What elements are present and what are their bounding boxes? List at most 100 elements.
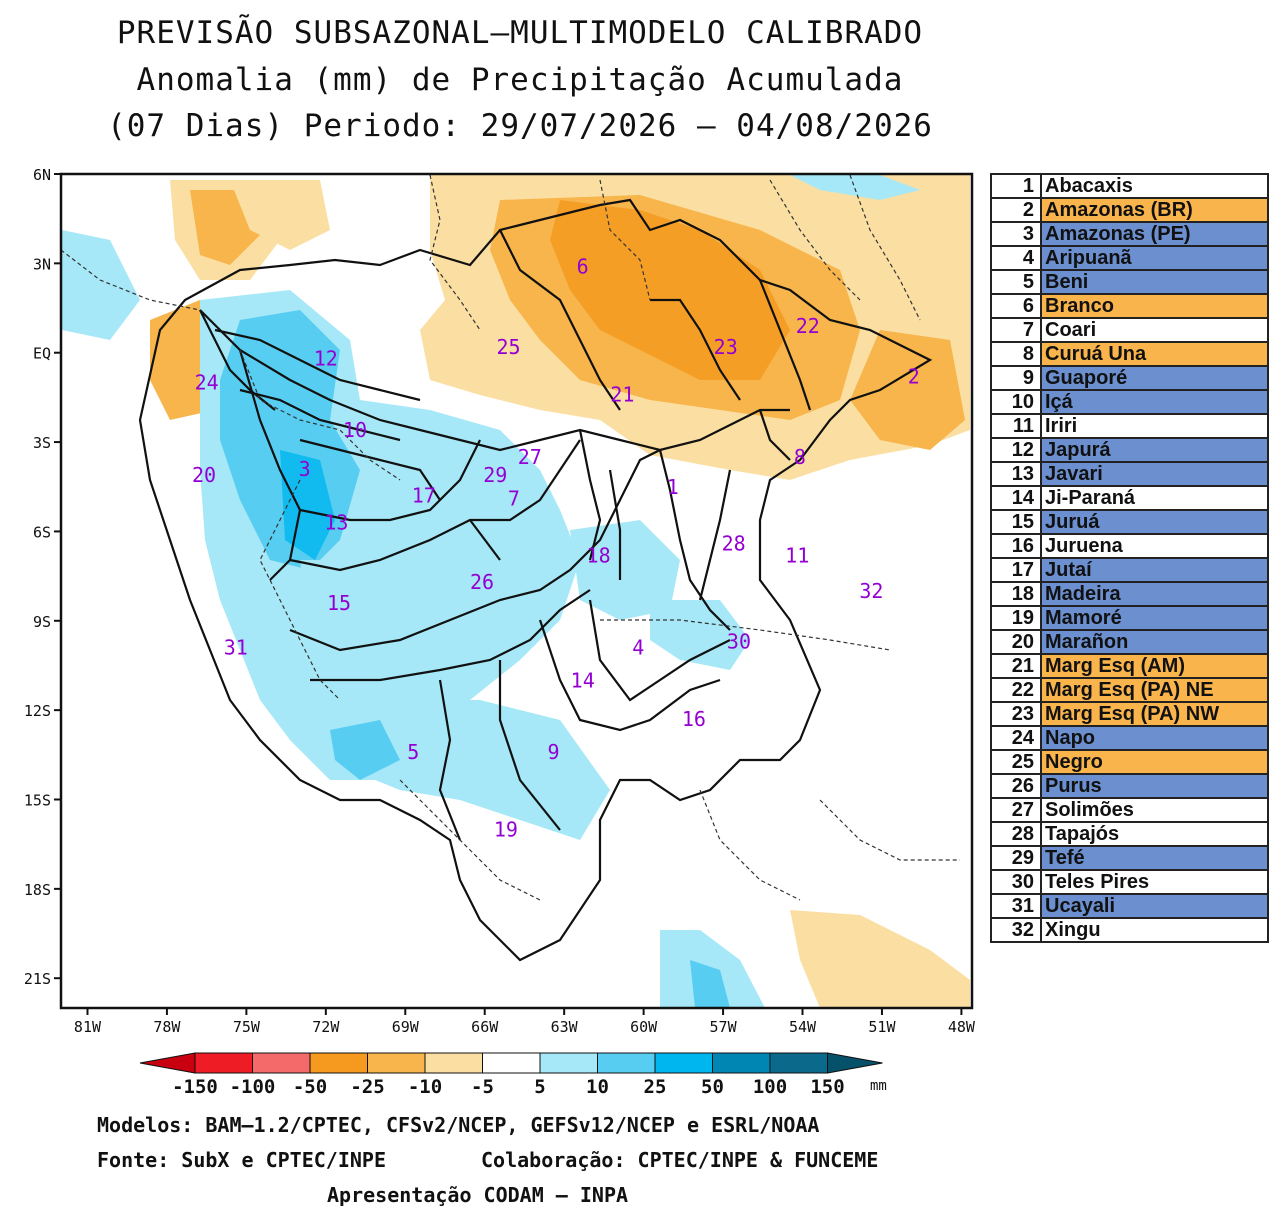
- basin-label: 14: [571, 668, 595, 692]
- legend-basin-name: Juruá: [1040, 509, 1269, 535]
- legend-number: 32: [990, 917, 1042, 943]
- colorbar-max-arrow: [827, 1052, 883, 1074]
- basin-label: 26: [470, 570, 494, 594]
- legend-row: 20 Marañon: [990, 629, 1269, 655]
- basin-label: 1: [667, 475, 679, 499]
- colorbar-label: -5: [471, 1076, 494, 1098]
- legend-basin-name: Solimões: [1040, 797, 1269, 823]
- basin-label: 18: [587, 543, 611, 567]
- legend-number: 26: [990, 773, 1042, 799]
- basin-label: 6: [577, 254, 589, 278]
- basin-label: 12: [314, 347, 338, 371]
- lon-tick-label: 66W: [471, 1018, 499, 1036]
- colorbar-label: 50: [701, 1076, 724, 1098]
- legend-number: 12: [990, 437, 1042, 463]
- legend-basin-name: Aripuanã: [1040, 245, 1269, 271]
- legend-basin-name: Ucayali: [1040, 893, 1269, 919]
- legend-number: 21: [990, 653, 1042, 679]
- basin-label: 10: [343, 418, 367, 442]
- basin-number-labels: 1234567891011121314151617181920212223242…: [192, 254, 920, 841]
- basin-label: 15: [327, 591, 351, 615]
- colorbar-min-arrow: [139, 1052, 196, 1074]
- lat-tick-label: 18S: [24, 881, 51, 899]
- legend-number: 20: [990, 629, 1042, 655]
- legend-row: 14 Ji-Paraná: [990, 485, 1269, 511]
- legend-row: 10 Içá: [990, 389, 1269, 415]
- colorbar-boxes: [139, 1052, 883, 1074]
- legend-basin-name: Marg Esq (PA) NE: [1040, 677, 1269, 703]
- legend-number: 30: [990, 869, 1042, 895]
- legend-row: 30 Teles Pires: [990, 869, 1269, 895]
- legend-basin-name: Japurá: [1040, 437, 1269, 463]
- legend-basin-name: Mamoré: [1040, 605, 1269, 631]
- legend-basin-name: Purus: [1040, 773, 1269, 799]
- legend-row: 2 Amazonas (BR): [990, 197, 1269, 223]
- legend-row: 12 Japurá: [990, 437, 1269, 463]
- legend-number: 3: [990, 221, 1042, 247]
- footer-source: Fonte: SubX e CPTEC/INPE: [97, 1148, 386, 1172]
- basin-label: 32: [859, 579, 883, 603]
- basin-boundaries: [138, 198, 933, 962]
- legend-row: 3 Amazonas (PE): [990, 221, 1269, 247]
- basin-label: 24: [195, 371, 219, 395]
- basin-label: 20: [192, 463, 216, 487]
- latitude-axis: 6N 3N EQ 3S 6S 9S 12S 15S 18S 21S: [24, 166, 61, 988]
- legend-basin-name: Amazonas (BR): [1040, 197, 1269, 223]
- legend-number: 23: [990, 701, 1042, 727]
- legend-basin-name: Juruena: [1040, 533, 1269, 559]
- basin-label: 13: [324, 510, 348, 534]
- legend-basin-name: Abacaxis: [1040, 173, 1269, 199]
- lon-tick-label: 48W: [948, 1018, 976, 1036]
- legend-row: 9 Guaporé: [990, 365, 1269, 391]
- legend-number: 10: [990, 389, 1042, 415]
- basin-label: 11: [785, 543, 809, 567]
- colorbar-box: [769, 1052, 828, 1074]
- colorbar-box: [252, 1052, 311, 1074]
- legend-number: 7: [990, 317, 1042, 343]
- legend-row: 18 Madeira: [990, 581, 1269, 607]
- legend-basin-name: Madeira: [1040, 581, 1269, 607]
- legend-number: 17: [990, 557, 1042, 583]
- legend-row: 11 Iriri: [990, 413, 1269, 439]
- lon-tick-label: 60W: [630, 1018, 658, 1036]
- legend-number: 8: [990, 341, 1042, 367]
- lon-tick-label: 81W: [74, 1018, 102, 1036]
- footer-presentation: Apresentação CODAM — INPA: [327, 1183, 629, 1207]
- basin-label: 29: [483, 463, 507, 487]
- legend-basin-name: Içá: [1040, 389, 1269, 415]
- basin-legend-table: 1 Abacaxis 2 Amazonas (BR) 3 Amazonas (PE) 4 Ar…: [990, 173, 1269, 943]
- legend-row: 31 Ucayali: [990, 893, 1269, 919]
- legend-number: 16: [990, 533, 1042, 559]
- lat-tick-label: EQ: [33, 345, 51, 363]
- legend-row: 22 Marg Esq (PA) NE: [990, 677, 1269, 703]
- basin-label: 21: [610, 382, 634, 406]
- legend-number: 25: [990, 749, 1042, 775]
- basin-label: 28: [722, 531, 746, 555]
- colorbar-label: -100: [230, 1076, 276, 1098]
- legend-number: 11: [990, 413, 1042, 439]
- colorbar-label: 5: [534, 1076, 545, 1098]
- legend-number: 29: [990, 845, 1042, 871]
- legend-basin-name: Negro: [1040, 749, 1269, 775]
- colorbar-label: -50: [293, 1076, 327, 1098]
- legend-basin-name: Marg Esq (PA) NW: [1040, 701, 1269, 727]
- legend-row: 32 Xingu: [990, 917, 1269, 943]
- legend-row: 16 Juruena: [990, 533, 1269, 559]
- legend-basin-name: Coari: [1040, 317, 1269, 343]
- legend-basin-name: Beni: [1040, 269, 1269, 295]
- legend-row: 13 Javari: [990, 461, 1269, 487]
- title-line-3: (07 Dias) Periodo: 29/07/2026 — 04/08/20…: [107, 108, 933, 144]
- lat-tick-label: 21S: [24, 970, 51, 988]
- legend-row: 21 Marg Esq (AM): [990, 653, 1269, 679]
- legend-row: 27 Solimões: [990, 797, 1269, 823]
- legend-basin-name: Tapajós: [1040, 821, 1269, 847]
- legend-number: 28: [990, 821, 1042, 847]
- colorbar: -150 -100 -50 -25 -10 -5 5 10 25 50 100 150 mm: [139, 1052, 887, 1098]
- footer-collaboration: Colaboração: CPTEC/INPE & FUNCEME: [481, 1148, 879, 1172]
- colorbar-label: 100: [753, 1076, 787, 1098]
- legend-number: 1: [990, 173, 1042, 199]
- basin-label: 25: [497, 335, 521, 359]
- legend-row: 17 Jutaí: [990, 557, 1269, 583]
- legend-number: 27: [990, 797, 1042, 823]
- colorbar-box: [194, 1052, 253, 1074]
